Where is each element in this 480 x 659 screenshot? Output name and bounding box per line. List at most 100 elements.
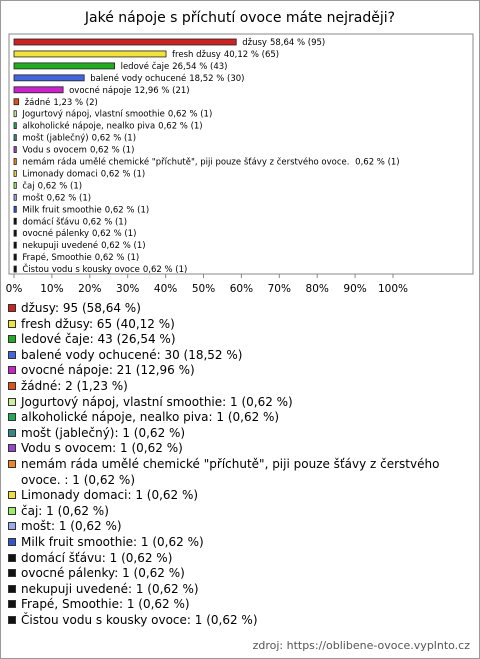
legend-label: domácí šťávu: 1 (0,62 %) — [21, 550, 173, 565]
legend-swatch — [8, 444, 16, 453]
category-label: Jogurtový nápoj, vlastní smoothie — [21, 109, 164, 119]
x-tick-label: 40% — [154, 283, 177, 295]
legend-swatch — [8, 366, 16, 375]
legend-label: ledové čaje: 43 (26,54 %) — [21, 332, 176, 347]
legend-item: džusy: 95 (58,64 %) — [8, 301, 448, 317]
value-label: 0,62 % (1) — [101, 169, 145, 179]
value-label: 12,96 % (21) — [134, 85, 189, 95]
category-label: alkoholické nápoje, nealko piva — [22, 120, 155, 131]
legend-item: ovocné pálenky: 1 (0,62 %) — [8, 566, 448, 582]
legend-swatch — [8, 522, 16, 531]
value-label: 0,62 % (1) — [92, 229, 136, 239]
bar — [13, 229, 17, 237]
legend-item: balené vody ochucené: 30 (18,52 %) — [8, 348, 448, 364]
legend-item: domácí šťávu: 1 (0,62 %) — [8, 551, 448, 567]
category-label: Milk fruit smoothie — [22, 205, 101, 215]
bar — [13, 253, 17, 261]
legend-item: mošt (jablečný): 1 (0,62 %) — [8, 426, 448, 442]
category-label: Limonady domaci — [22, 169, 97, 179]
x-tick-label: 100% — [378, 283, 408, 295]
bar — [13, 158, 17, 165]
bar-label: Frapé, Smoothie 0,62 % (1) — [22, 252, 139, 263]
value-label: 0,62 % (1) — [101, 241, 145, 251]
legend-item: Vodu s ovocem: 1 (0,62 %) — [8, 441, 448, 457]
bar — [13, 98, 20, 106]
value-label: 18,52 % (30) — [189, 73, 244, 83]
legend-item: Jogurtový nápoj, vlastní smoothie: 1 (0,… — [8, 395, 448, 411]
legend-label: džusy: 95 (58,64 %) — [21, 301, 141, 315]
value-label: 0,62 % (1) — [38, 181, 82, 191]
category-label: Čistou vodu s kousky ovoce — [22, 263, 140, 275]
x-tick-label: 30% — [116, 283, 139, 295]
legend-label: Čistou vodu s kousky ovoce: 1 (0,62 %) — [21, 612, 258, 627]
legend-label: ovocné nápoje: 21 (12,96 %) — [21, 363, 195, 378]
category-label: Frapé, Smoothie — [22, 252, 91, 263]
value-label: 0,62 % (1) — [92, 133, 136, 143]
bar-label: ovocné pálenky 0,62 % (1) — [22, 228, 136, 239]
legend-label: Frapé, Smoothie: 1 (0,62 %) — [21, 597, 190, 612]
bar-label: žádné 1,23 % (2) — [25, 96, 98, 107]
plot-frame — [8, 33, 474, 275]
bar — [13, 122, 17, 130]
bar-label: džusy 58,64 % (95) — [242, 38, 325, 48]
legend-item: nemám ráda umělé chemické "příchutě", pi… — [8, 457, 448, 488]
legend-item: Milk fruit smoothie: 1 (0,62 %) — [8, 535, 448, 551]
category-label: fresh džusy — [172, 49, 221, 59]
legend-swatch — [8, 459, 16, 468]
legend-swatch — [8, 615, 16, 624]
bar — [13, 193, 17, 201]
legend-item: Čistou vodu s kousky ovoce: 1 (0,62 %) — [8, 613, 448, 629]
category-label: ledové čaje — [121, 60, 170, 71]
value-label: 0,62 % (1) — [158, 121, 202, 131]
legend-swatch — [8, 397, 16, 406]
bar-label: Jogurtový nápoj, vlastní smoothie 0,62 % … — [21, 109, 212, 119]
legend: džusy: 95 (58,64 %) fresh džusy: 65 (40,1… — [8, 301, 448, 628]
bar-label: fresh džusy 40,12 % (65) — [172, 49, 279, 59]
legend-swatch — [8, 584, 16, 593]
bar-label: Vodu s ovocem 0,62 % (1) — [22, 145, 134, 155]
legend-label: ovocné pálenky: 1 (0,62 %) — [21, 566, 185, 581]
category-label: mošt — [22, 192, 44, 203]
value-label: 0,62 % (1) — [90, 145, 134, 155]
bar-label: nemám ráda umělé chemické "příchutě", pi… — [22, 156, 399, 167]
legend-item: Limonady domaci: 1 (0,62 %) — [8, 488, 448, 504]
x-tick-label: 90% — [343, 283, 366, 295]
bar — [13, 50, 167, 58]
bar — [13, 265, 17, 273]
legend-swatch — [8, 569, 16, 578]
legend-label: mošt (jablečný): 1 (0,62 %) — [21, 425, 186, 440]
value-label: 0,62 % (1) — [105, 205, 149, 215]
bar — [13, 217, 17, 225]
chart: Jaké nápoje s příchutí ovoce máte nejrad… — [6, 10, 474, 295]
x-tick-label: 0% — [6, 283, 23, 295]
legend-label: alkoholické nápoje, nealko piva: 1 (0,62… — [21, 410, 280, 425]
bar-label: Milk fruit smoothie 0,62 % (1) — [22, 205, 149, 215]
category-label: mošt (jablečný) — [22, 132, 88, 143]
source: zdroj: https://oblibene-ovoce.vyplnto.cz — [252, 639, 470, 652]
legend-swatch — [8, 335, 16, 344]
value-label: 0,62 % (1) — [83, 217, 127, 227]
bar-label: balené vody ochucené 18,52 % (30) — [90, 72, 244, 83]
value-label: 0,62 % (1) — [47, 193, 91, 203]
bar — [13, 110, 17, 118]
x-tick-label: 70% — [268, 283, 291, 295]
legend-item: Frapé, Smoothie: 1 (0,62 %) — [8, 597, 448, 613]
legend-label: čaj: 1 (0,62 %) — [21, 503, 109, 518]
category-label: balené vody ochucené — [90, 72, 186, 83]
bar-label: ovocné nápoje 12,96 % (21) — [69, 84, 189, 95]
legend-item: alkoholické nápoje, nealko piva: 1 (0,62… — [8, 410, 448, 426]
bar-label: nekupuji uvedené 0,62 % (1) — [22, 240, 145, 251]
legend-item: ovocné nápoje: 21 (12,96 %) — [8, 363, 448, 379]
category-label: domácí šťávu — [22, 216, 79, 227]
bar — [13, 146, 17, 153]
legend-label: Vodu s ovocem: 1 (0,62 %) — [21, 441, 183, 456]
legend-swatch — [8, 491, 16, 500]
legend-swatch — [8, 381, 16, 390]
legend-swatch — [8, 537, 16, 546]
value-label: 1,23 % (2) — [53, 97, 97, 107]
category-label: džusy — [242, 38, 267, 48]
legend-swatch — [8, 506, 16, 515]
bar — [13, 62, 115, 70]
legend-swatch — [8, 319, 16, 328]
category-label: Vodu s ovocem — [22, 145, 87, 155]
